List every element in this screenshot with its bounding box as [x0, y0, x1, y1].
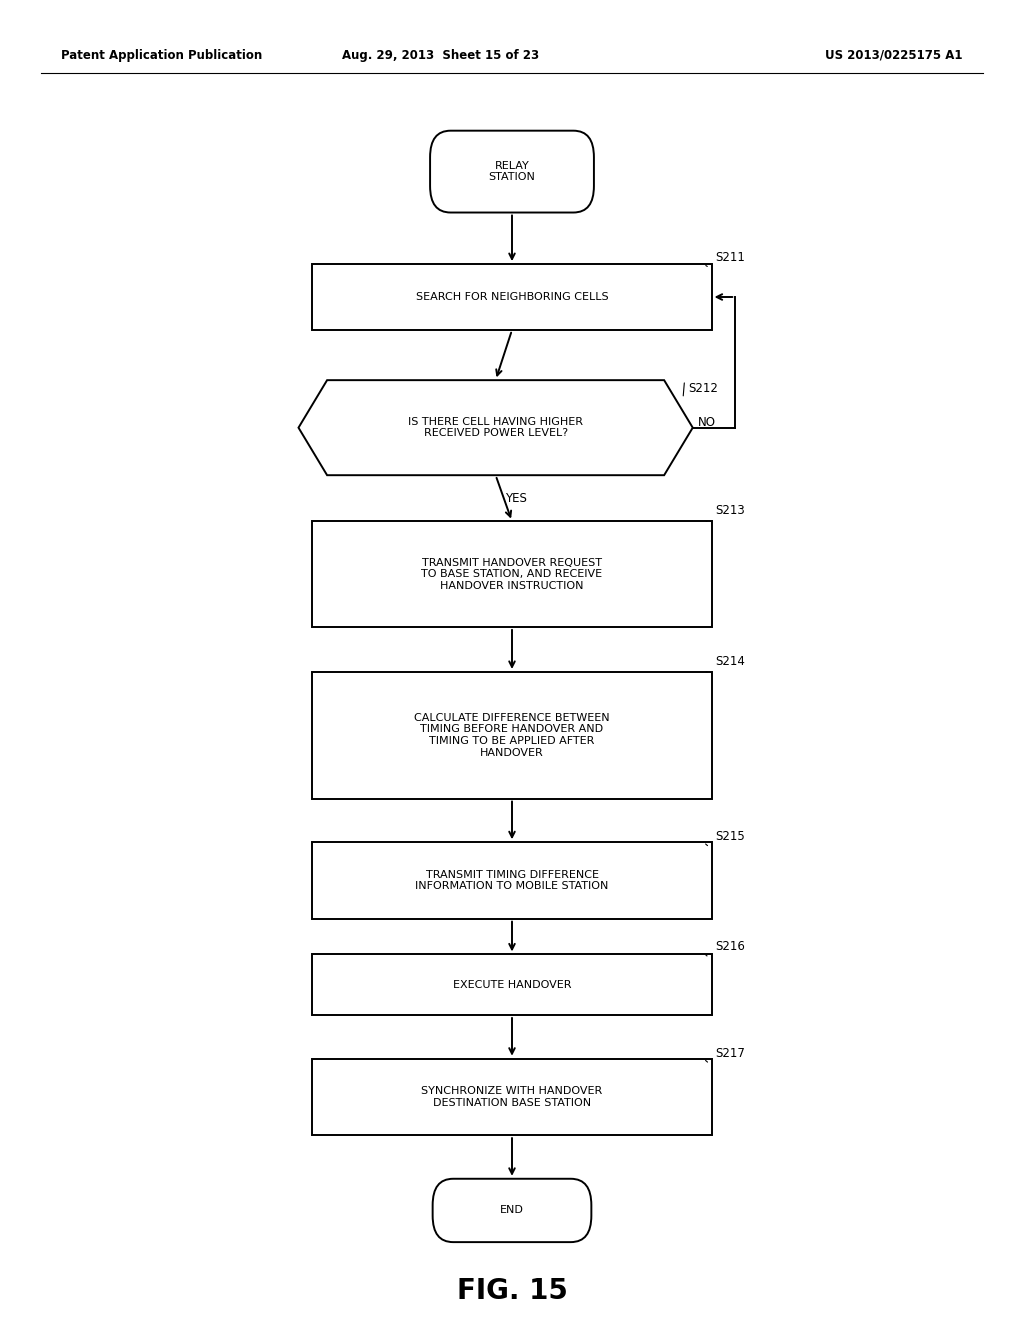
Bar	[312, 672, 712, 799]
Text: EXECUTE HANDOVER: EXECUTE HANDOVER	[453, 979, 571, 990]
Text: S217: S217	[715, 1047, 744, 1060]
Text: FIG. 15: FIG. 15	[457, 1276, 567, 1305]
Text: Aug. 29, 2013  Sheet 15 of 23: Aug. 29, 2013 Sheet 15 of 23	[342, 49, 539, 62]
Text: S213: S213	[715, 504, 744, 517]
Text: US 2013/0225175 A1: US 2013/0225175 A1	[825, 49, 963, 62]
Text: S216: S216	[715, 940, 744, 953]
Text: SEARCH FOR NEIGHBORING CELLS: SEARCH FOR NEIGHBORING CELLS	[416, 292, 608, 302]
Bar	[312, 1059, 712, 1135]
Text: TRANSMIT HANDOVER REQUEST
TO BASE STATION, AND RECEIVE
HANDOVER INSTRUCTION: TRANSMIT HANDOVER REQUEST TO BASE STATIO…	[422, 557, 602, 591]
Text: S214: S214	[715, 655, 744, 668]
Text: S215: S215	[715, 830, 744, 843]
Text: END: END	[500, 1205, 524, 1216]
Bar	[312, 521, 712, 627]
Text: NO: NO	[698, 416, 716, 429]
FancyBboxPatch shape	[432, 1179, 592, 1242]
Text: YES: YES	[505, 492, 527, 506]
Text: S212: S212	[688, 381, 718, 395]
Text: RELAY
STATION: RELAY STATION	[488, 161, 536, 182]
Polygon shape	[299, 380, 692, 475]
Text: IS THERE CELL HAVING HIGHER
RECEIVED POWER LEVEL?: IS THERE CELL HAVING HIGHER RECEIVED POW…	[409, 417, 583, 438]
Text: CALCULATE DIFFERENCE BETWEEN
TIMING BEFORE HANDOVER AND
TIMING TO BE APPLIED AFT: CALCULATE DIFFERENCE BETWEEN TIMING BEFO…	[414, 713, 610, 758]
Text: S211: S211	[715, 251, 744, 264]
Bar	[312, 264, 712, 330]
Text: TRANSMIT TIMING DIFFERENCE
INFORMATION TO MOBILE STATION: TRANSMIT TIMING DIFFERENCE INFORMATION T…	[416, 870, 608, 891]
FancyBboxPatch shape	[430, 131, 594, 213]
Bar	[312, 842, 712, 919]
Text: SYNCHRONIZE WITH HANDOVER
DESTINATION BASE STATION: SYNCHRONIZE WITH HANDOVER DESTINATION BA…	[421, 1086, 603, 1107]
Text: Patent Application Publication: Patent Application Publication	[61, 49, 263, 62]
Bar	[312, 954, 712, 1015]
